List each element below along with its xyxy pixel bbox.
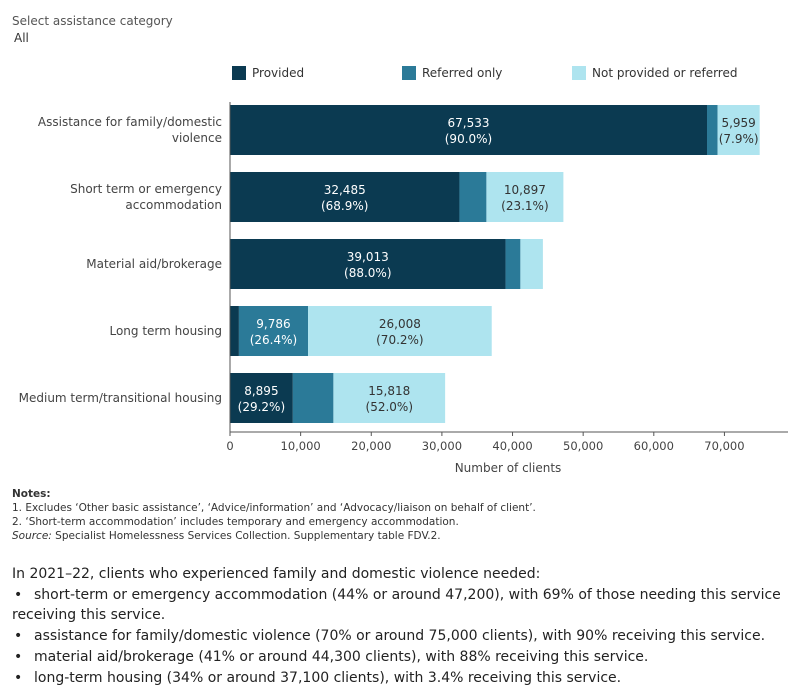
summary-intro: In 2021–22, clients who experienced fami… (12, 566, 541, 582)
data-label: 32,485 (68.9%) (321, 183, 368, 213)
filter-label: Select assistance category (12, 14, 173, 28)
legend-swatch-referred (402, 66, 416, 80)
bar-segment-provided (230, 239, 506, 289)
data-label: 9,786 (26.4%) (250, 317, 297, 347)
note-line-2: 2. ‘Short-term accommodation’ includes t… (12, 516, 459, 528)
legend-swatch-not-provided (572, 66, 586, 80)
bar-segment-not-provided-or-referred (486, 172, 564, 222)
x-tick-label: 20,000 (351, 439, 391, 453)
legend-swatch-provided (232, 66, 246, 80)
legend-label-referred: Referred only (422, 66, 503, 80)
notes-block: Notes: 1. Excludes ‘Other basic assistan… (12, 487, 536, 543)
note-line-1: 1. Excludes ‘Other basic assistance’, ‘A… (12, 502, 536, 514)
source-line: Source: Specialist Homelessness Services… (12, 529, 536, 543)
stacked-bar-chart: Assistance for family/domestic violence 67… (19, 102, 788, 475)
data-label: 26,008 (70.2%) (376, 317, 423, 347)
bar-segment-not-provided-or-referred (717, 105, 760, 155)
legend-label-provided: Provided (252, 66, 305, 80)
summary-text: In 2021–22, clients who experienced fami… (12, 564, 792, 688)
x-tick-label: 50,000 (563, 439, 603, 453)
category-label: Short term or emergency accommodation (70, 182, 222, 212)
x-tick-label: 10,000 (281, 439, 321, 453)
bar-segment-not-provided-or-referred (520, 239, 543, 289)
category-label: Long term housing (109, 324, 222, 338)
bar-segment-provided (230, 172, 460, 222)
bar-segment-referred-only (505, 239, 521, 289)
x-tick-label: 40,000 (492, 439, 532, 453)
data-label: 39,013 (88.0%) (344, 250, 391, 280)
filter-value[interactable]: All (14, 31, 29, 45)
bar-segment-provided (230, 105, 708, 155)
summary-bullet: assistance for family/domestic violence … (12, 626, 792, 646)
bar-segment-not-provided-or-referred (308, 306, 492, 356)
source-label: Source: (12, 530, 52, 542)
source-text: Specialist Homelessness Services Collect… (51, 530, 441, 542)
bar-segment-not-provided-or-referred (333, 373, 446, 423)
summary-list: short-term or emergency accommodation (4… (12, 585, 792, 688)
bar-segment-referred-only (459, 172, 487, 222)
category-filter[interactable]: Select assistance category All (12, 14, 173, 45)
x-axis-title: Number of clients (455, 461, 562, 475)
data-label: 8,895 (29.2%) (238, 384, 285, 414)
x-tick-label: 70,000 (704, 439, 744, 453)
x-tick-label: 60,000 (634, 439, 674, 453)
legend-label-not-provided: Not provided or referred (592, 66, 738, 80)
data-label: 10,897 (23.1%) (501, 183, 548, 213)
legend-item-not-provided[interactable]: Not provided or referred (572, 66, 737, 80)
data-label: 15,818 (52.0%) (366, 384, 413, 414)
bar-segment-referred-only (238, 306, 309, 356)
legend-item-referred[interactable]: Referred only (402, 66, 502, 80)
bar-segment-referred-only (292, 373, 334, 423)
bar-segment-provided (230, 373, 293, 423)
summary-bullet: short-term or emergency accommodation (4… (12, 585, 792, 625)
chart-legend: Provided Referred only Not provided or r… (0, 66, 800, 86)
bar-segment-referred-only (707, 105, 718, 155)
category-label: Medium term/transitional housing (19, 391, 222, 405)
x-tick-label: 30,000 (422, 439, 462, 453)
notes-title: Notes: (12, 488, 51, 500)
legend-item-provided[interactable]: Provided (232, 66, 304, 80)
bar-segment-provided (230, 306, 239, 356)
x-tick-label: 0 (226, 439, 233, 453)
category-label: Material aid/brokerage (86, 257, 222, 271)
summary-bullet: material aid/brokerage (41% or around 44… (12, 647, 792, 667)
data-label: 5,959 (7.9%) (719, 116, 759, 146)
summary-bullet: long-term housing (34% or around 37,100 … (12, 668, 792, 688)
data-label: 67,533 (90.0%) (445, 116, 492, 146)
category-label: Assistance for family/domestic violence (38, 115, 222, 145)
